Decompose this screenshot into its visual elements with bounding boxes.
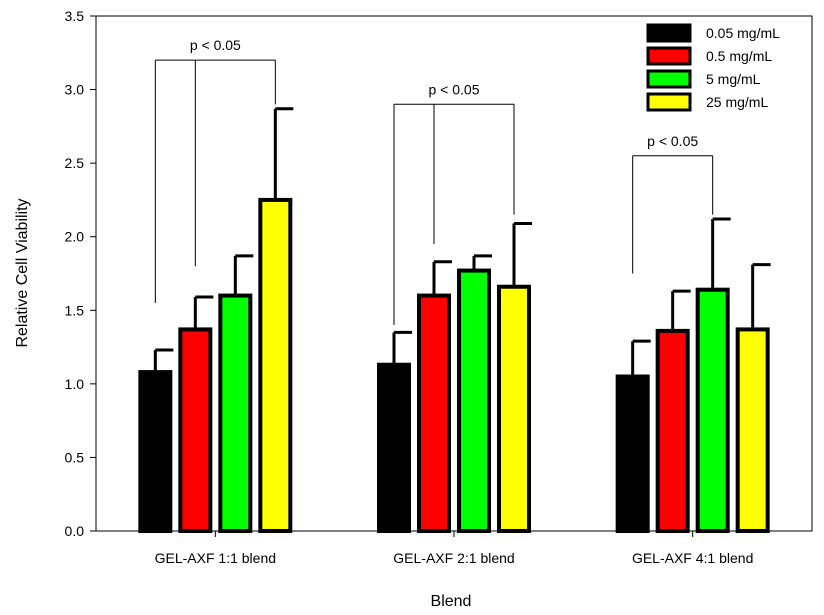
x-tick-label: GEL-AXF 4:1 blend: [632, 550, 753, 566]
y-tick-label: 1.5: [65, 302, 85, 318]
bar: [735, 327, 770, 533]
y-tick-label: 2.5: [65, 155, 85, 171]
significance-label: p < 0.05: [190, 37, 241, 53]
axes: 0.0 0.5 1.0 1.5 2.0 2.5 3.0 3.5 GEL-AXF 1:1 blen…: [65, 8, 813, 566]
bar: [457, 268, 491, 533]
legend-swatch: [646, 23, 692, 43]
y-tick-label: 3.0: [65, 82, 85, 98]
significance-label: p < 0.05: [429, 81, 480, 97]
bar: [655, 328, 690, 533]
y-tick-label: 1.0: [65, 376, 85, 392]
legend-swatch: [646, 92, 692, 112]
y-tick-label: 0.5: [65, 449, 85, 465]
legend-label: 0.5 mg/mL: [706, 48, 772, 64]
y-tick-label: 3.5: [65, 8, 85, 24]
error-bars: [153, 107, 771, 377]
bar: [218, 293, 253, 534]
bar: [258, 197, 293, 534]
legend-swatch: [646, 69, 692, 89]
x-tick-label: GEL-AXF 1:1 blend: [155, 550, 276, 566]
legend-label: 5 mg/mL: [706, 71, 761, 87]
bar: [497, 284, 531, 533]
bar: [377, 362, 411, 533]
bar: [138, 370, 173, 534]
significance-label: p < 0.05: [647, 133, 698, 149]
y-tick-label: 0.0: [65, 523, 85, 539]
bar: [417, 293, 451, 534]
legend-label: 0.05 mg/mL: [706, 25, 780, 41]
bars: [138, 197, 770, 534]
legend: 0.05 mg/mL 0.5 mg/mL 5 mg/mL 25 mg/mL: [646, 23, 780, 112]
x-tick-label: GEL-AXF 2:1 blend: [393, 550, 514, 566]
bar: [615, 374, 650, 533]
x-axis-title: Blend: [431, 593, 472, 610]
bar: [178, 327, 213, 533]
y-axis-title: Relative Cell Viability: [14, 198, 31, 347]
legend-label: 25 mg/mL: [706, 94, 768, 110]
significance-brackets: p < 0.05 p < 0.05 p < 0.05: [154, 37, 714, 325]
y-tick-label: 2.0: [65, 229, 85, 245]
bar: [695, 287, 730, 533]
legend-swatch: [646, 46, 692, 66]
